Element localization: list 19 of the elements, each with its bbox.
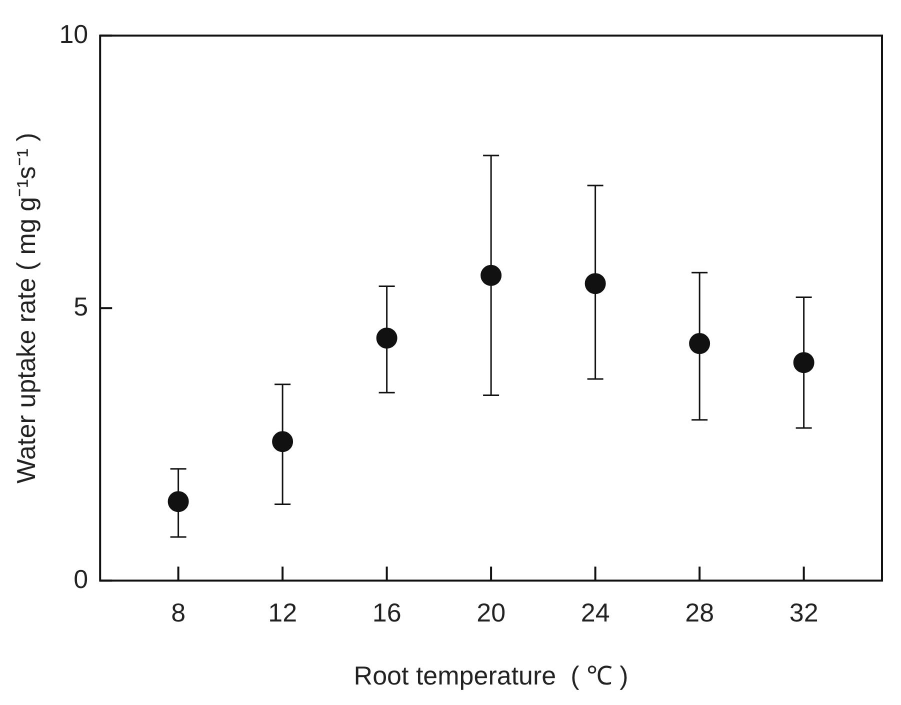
x-tick-label: 32 (789, 597, 818, 628)
point (272, 431, 294, 452)
x-tick-label: 16 (372, 597, 402, 628)
x-tick-label: 8 (171, 597, 186, 628)
y-tick-label: 0 (74, 564, 88, 594)
point (168, 491, 189, 512)
x-tick-label: 12 (268, 597, 298, 628)
point (584, 273, 606, 294)
x-tick-label: 28 (685, 597, 714, 628)
y-axis-title: Water uptake rate ( mg g⁻¹s⁻¹ ) (10, 132, 41, 484)
y-tick-label: 5 (74, 291, 88, 322)
x-axis-title: Root temperature ( ℃ ) (354, 660, 628, 691)
x-tick-label: 20 (476, 597, 506, 628)
point (793, 352, 814, 374)
x-tick-label: 24 (580, 597, 610, 628)
point (689, 333, 710, 354)
point (480, 264, 502, 286)
point (376, 328, 398, 349)
y-tick-label: 10 (59, 18, 88, 49)
